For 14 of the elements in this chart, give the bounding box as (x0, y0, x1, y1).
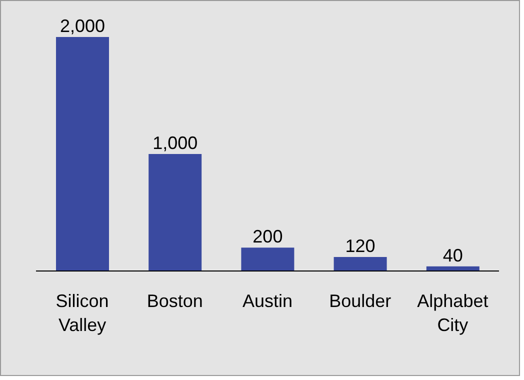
data-label: 1,000 (152, 133, 198, 153)
x-tick-label: Boulder (329, 291, 392, 311)
bar (334, 256, 387, 271)
data-label: 120 (345, 236, 376, 256)
x-tick-label: Silicon Valley (56, 291, 109, 335)
data-label: 40 (442, 245, 463, 266)
data-label: 2,000 (60, 16, 106, 36)
x-tick-label: Austin (242, 291, 293, 311)
data-label: 200 (252, 226, 283, 247)
x-tick-label: Boston (146, 291, 203, 311)
bar (148, 154, 202, 271)
x-tick-label: Alphabet City (417, 291, 488, 335)
bar (241, 248, 294, 271)
bar (56, 37, 109, 271)
